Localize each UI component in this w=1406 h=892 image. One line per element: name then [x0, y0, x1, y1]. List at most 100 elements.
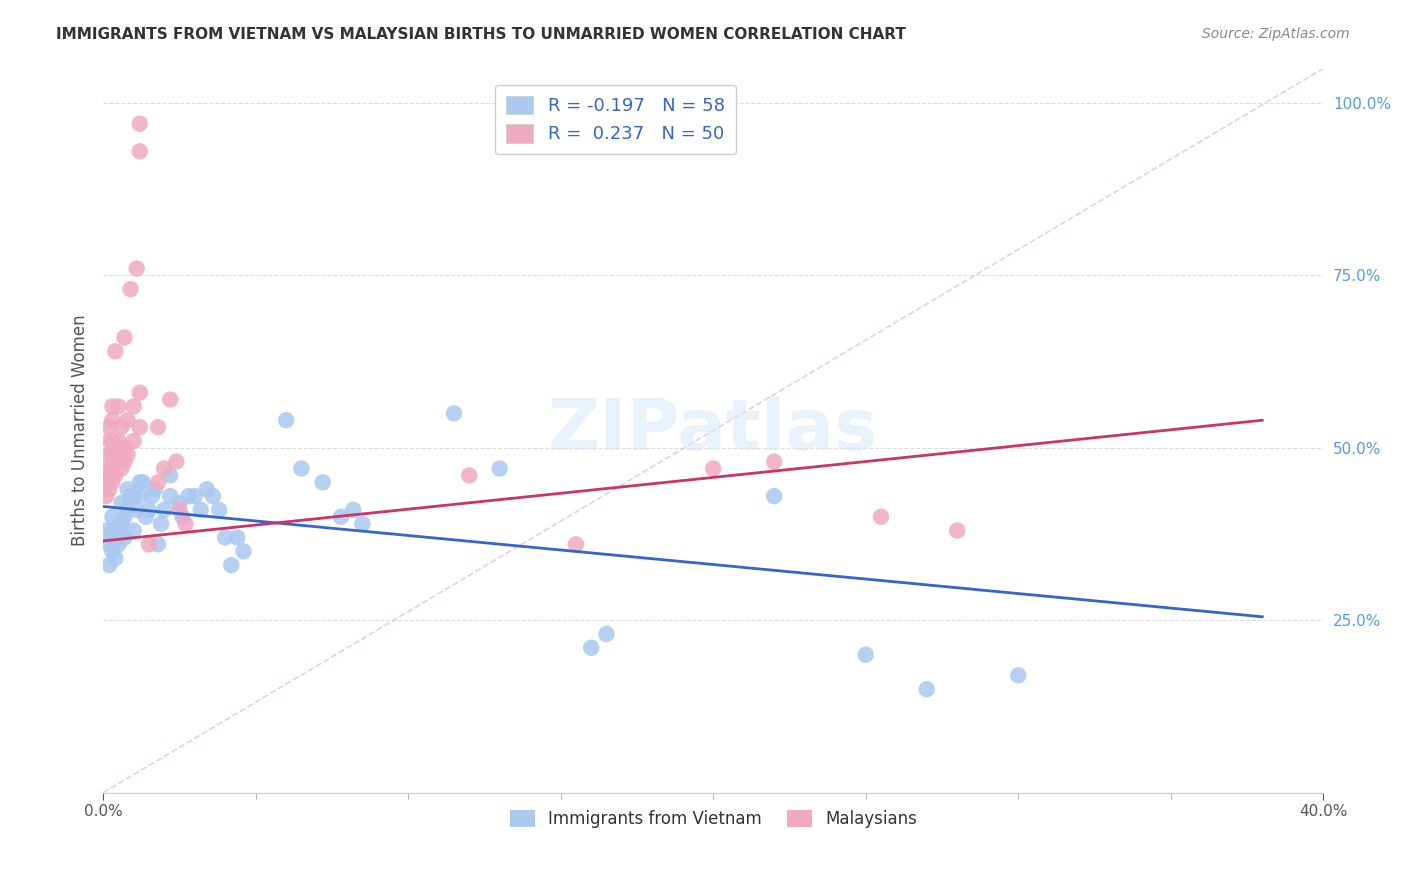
- Point: [101, 413, 124, 427]
- Point: [110, 448, 132, 462]
- Point: [595, 627, 617, 641]
- Point: [190, 503, 212, 517]
- Point: [276, 413, 298, 427]
- Point: [96, 489, 118, 503]
- Point: [132, 475, 155, 490]
- Point: [143, 482, 166, 496]
- Text: Source: ZipAtlas.com: Source: ZipAtlas.com: [1202, 27, 1350, 41]
- Point: [114, 455, 136, 469]
- Point: [98, 482, 121, 496]
- Point: [141, 489, 163, 503]
- Point: [135, 509, 157, 524]
- Point: [101, 544, 124, 558]
- Point: [101, 524, 124, 538]
- Point: [165, 455, 187, 469]
- Point: [169, 496, 191, 510]
- Point: [1007, 668, 1029, 682]
- Point: [101, 434, 124, 448]
- Point: [146, 537, 169, 551]
- Point: [101, 509, 124, 524]
- Point: [104, 531, 127, 545]
- Point: [114, 441, 136, 455]
- Point: [107, 448, 129, 462]
- Point: [138, 537, 160, 551]
- Point: [565, 537, 588, 551]
- Point: [98, 468, 121, 483]
- Point: [107, 537, 129, 551]
- Point: [159, 392, 181, 407]
- Point: [232, 544, 254, 558]
- Point: [122, 434, 145, 448]
- Point: [342, 503, 364, 517]
- Point: [120, 282, 142, 296]
- Point: [128, 475, 150, 490]
- Point: [107, 524, 129, 538]
- Point: [125, 503, 148, 517]
- Point: [98, 420, 121, 434]
- Point: [138, 503, 160, 517]
- Point: [110, 461, 132, 475]
- Point: [763, 489, 786, 503]
- Point: [159, 489, 181, 503]
- Point: [122, 400, 145, 414]
- Point: [101, 400, 124, 414]
- Point: [104, 455, 127, 469]
- Point: [702, 461, 724, 475]
- Point: [96, 524, 118, 538]
- Y-axis label: Births to Unmarried Women: Births to Unmarried Women: [72, 315, 89, 547]
- Point: [122, 524, 145, 538]
- Point: [172, 509, 194, 524]
- Point: [98, 434, 121, 448]
- Point: [104, 468, 127, 483]
- Point: [458, 468, 481, 483]
- Point: [117, 448, 139, 462]
- Point: [488, 461, 510, 475]
- Point: [146, 475, 169, 490]
- Text: ZIPatlas: ZIPatlas: [548, 396, 879, 465]
- Point: [208, 503, 231, 517]
- Point: [98, 448, 121, 462]
- Point: [104, 344, 127, 359]
- Point: [312, 475, 335, 490]
- Point: [128, 145, 150, 159]
- Point: [114, 330, 136, 344]
- Point: [117, 482, 139, 496]
- Point: [290, 461, 312, 475]
- Point: [110, 420, 132, 434]
- Point: [128, 489, 150, 503]
- Point: [122, 489, 145, 503]
- Point: [101, 475, 124, 490]
- Point: [177, 489, 200, 503]
- Point: [98, 537, 121, 551]
- Point: [101, 461, 124, 475]
- Point: [110, 516, 132, 531]
- Point: [946, 524, 969, 538]
- Point: [101, 448, 124, 462]
- Point: [443, 406, 465, 420]
- Point: [159, 468, 181, 483]
- Point: [107, 400, 129, 414]
- Point: [96, 461, 118, 475]
- Point: [146, 420, 169, 434]
- Point: [174, 516, 197, 531]
- Point: [352, 516, 374, 531]
- Point: [169, 503, 191, 517]
- Point: [183, 489, 205, 503]
- Point: [195, 482, 218, 496]
- Point: [125, 261, 148, 276]
- Point: [110, 496, 132, 510]
- Point: [104, 551, 127, 566]
- Point: [120, 489, 142, 503]
- Point: [107, 434, 129, 448]
- Point: [153, 461, 176, 475]
- Point: [214, 531, 236, 545]
- Point: [870, 509, 893, 524]
- Point: [128, 385, 150, 400]
- Point: [114, 509, 136, 524]
- Point: [201, 489, 224, 503]
- Point: [763, 455, 786, 469]
- Point: [117, 503, 139, 517]
- Point: [915, 682, 938, 697]
- Point: [153, 503, 176, 517]
- Point: [226, 531, 249, 545]
